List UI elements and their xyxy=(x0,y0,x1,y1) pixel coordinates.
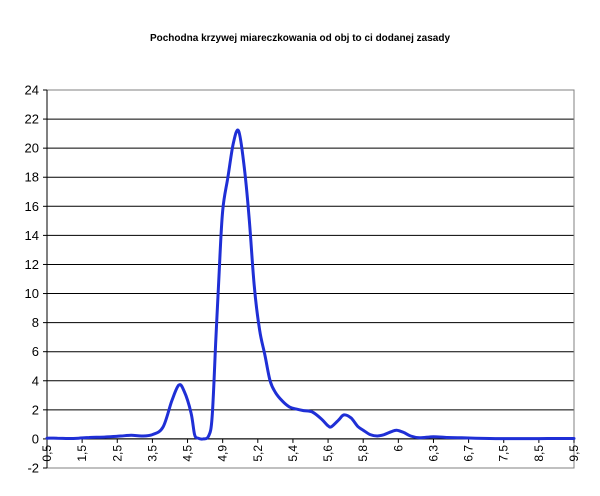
series-layer xyxy=(45,128,576,441)
y-tick-label-2: 2 xyxy=(32,402,39,417)
y-tick-label-10: 18 xyxy=(25,170,39,185)
x-tick-label-2: 2,5 xyxy=(110,445,124,462)
y-tick-label-6: 10 xyxy=(25,286,39,301)
x-tick-label-9: 5,8 xyxy=(356,445,370,462)
x-tick-label-13: 7,5 xyxy=(497,445,511,462)
x-tick-label-12: 6,7 xyxy=(462,445,476,462)
y-tick-label-7: 12 xyxy=(25,257,39,272)
y-tick-label-11: 20 xyxy=(25,141,39,156)
x-tick-label-6: 5,2 xyxy=(251,445,265,462)
x-tick-label-0: 0,5 xyxy=(40,445,54,462)
y-tick-label-12: 22 xyxy=(25,112,39,127)
x-tick-label-7: 5,4 xyxy=(286,445,300,462)
y-tick-label-0: -2 xyxy=(27,461,39,476)
y-tick-label-3: 4 xyxy=(32,373,39,388)
y-tick-label-5: 8 xyxy=(32,315,39,330)
y-tick-label-9: 16 xyxy=(25,199,39,214)
x-tick-label-8: 5,6 xyxy=(321,445,335,462)
y-tick-label-4: 6 xyxy=(32,344,39,359)
x-tick-label-3: 3,5 xyxy=(145,445,159,462)
x-tick-label-4: 4,5 xyxy=(181,445,195,462)
y-tick-label-1: 0 xyxy=(32,431,39,446)
x-tick-label-10: 6 xyxy=(391,445,405,452)
x-tick-label-14: 8,5 xyxy=(532,445,546,462)
y-tick-label-8: 14 xyxy=(25,228,39,243)
x-tick-label-5: 4,9 xyxy=(216,445,230,462)
x-tick-label-15: 9,5 xyxy=(567,445,581,462)
grid-lines xyxy=(47,118,574,440)
x-tick-labels: 0,5 1,5 2,5 3,5 4,5 4,9 5,2 5,4 5,6 5,8 6 6,3 6,7 7,5… xyxy=(40,438,581,462)
chart-title: Pochodna krzywej miareczkowania od obj t… xyxy=(149,33,451,44)
series-line-0 xyxy=(45,128,576,441)
y-tick-label-13: 24 xyxy=(25,83,39,98)
x-tick-label-11: 6,3 xyxy=(426,445,440,462)
x-tick-label-1: 1,5 xyxy=(75,445,89,462)
